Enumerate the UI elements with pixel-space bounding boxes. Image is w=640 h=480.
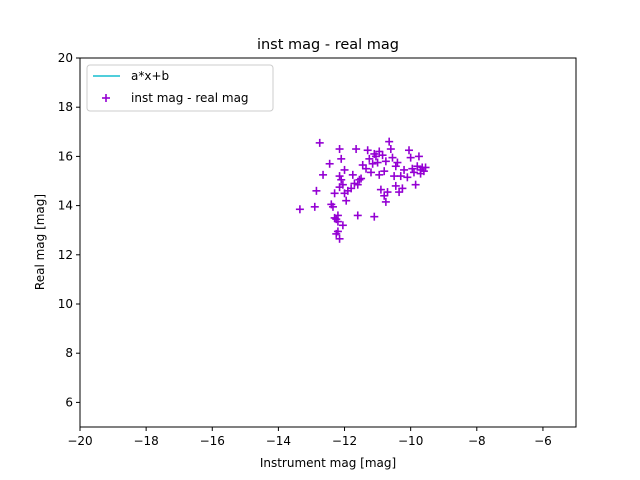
scatter-points [295,137,430,243]
data-point [357,174,366,183]
data-point [396,172,405,181]
data-point [310,202,319,211]
data-point [337,175,346,184]
data-point [366,168,375,177]
y-tick-label: 10 [58,297,73,311]
plot-frame [79,57,577,428]
legend-plus-marker [102,94,110,102]
data-point [380,167,389,176]
x-tick-label: −14 [266,434,291,448]
data-point [335,234,344,243]
data-point [416,165,425,174]
data-point [312,186,321,195]
data-point [411,180,420,189]
data-point [333,227,342,236]
data-point [348,170,357,179]
data-point [409,168,418,177]
data-point [414,152,423,161]
data-point [385,137,394,146]
x-axis-label: Instrument mag [mag] [260,456,396,470]
data-point [315,138,324,147]
data-point [381,157,390,166]
x-tick-label: −20 [67,434,92,448]
data-point [333,217,342,226]
data-point [340,165,349,174]
y-tick-label: 14 [58,199,73,213]
data-point [406,153,415,162]
x-tick-label: −12 [332,434,357,448]
chart-title: inst mag - real mag [257,37,399,53]
data-point [363,146,372,155]
x-tick-label: −18 [133,434,158,448]
data-point [335,172,344,181]
data-point [330,189,339,198]
data-point [368,159,377,168]
data-point [365,154,374,163]
data-point [403,173,412,182]
data-point [353,211,362,220]
data-point [353,180,362,189]
y-axis-label: Real mag [mag] [33,194,47,290]
data-point [347,184,356,193]
plot-area [80,58,576,427]
legend-marker-swatch [102,94,110,102]
data-point [355,175,364,184]
data-point [393,158,402,167]
x-tick-label: −8 [468,434,486,448]
x-tick-label: −6 [534,434,552,448]
data-point [391,181,400,190]
y-tick-label: 16 [58,149,73,163]
data-point [381,197,390,206]
data-point [338,180,347,189]
data-point [328,202,337,211]
data-point [373,158,382,167]
x-tick-label: −16 [200,434,225,448]
data-point [337,154,346,163]
x-axis-ticks: −20 −18 −16 −14 −12 −10 −8 −6 [67,427,552,448]
data-point [400,165,409,174]
y-tick-label: 20 [58,51,73,65]
data-point [362,164,371,173]
x-tick-label: −10 [398,434,423,448]
data-point [342,196,351,205]
data-point [335,145,344,154]
data-point [408,164,417,173]
y-tick-label: 6 [65,395,73,409]
y-tick-label: 8 [65,346,73,360]
data-point [295,205,304,214]
data-point [388,153,397,162]
data-point [378,151,387,160]
data-point [375,170,384,179]
data-point [338,221,347,230]
y-axis-ticks: 6 8 10 12 14 16 18 20 [58,51,80,409]
legend-entry-scatter: inst mag - real mag [131,91,249,105]
data-point [386,145,395,154]
data-point [421,163,430,172]
data-point [325,159,334,168]
y-tick-label: 12 [58,248,73,262]
legend-entry-line: a*x+b [131,69,169,83]
data-point [352,145,361,154]
data-point [405,146,414,155]
data-point [376,185,385,194]
legend-box [86,64,274,112]
data-point [398,184,407,193]
y-tick-label: 18 [58,100,73,114]
legend: a*x+b inst mag - real mag [86,64,274,112]
data-point [383,188,392,197]
data-point [319,170,328,179]
data-point [370,212,379,221]
data-point [371,152,380,161]
data-point [391,162,400,171]
